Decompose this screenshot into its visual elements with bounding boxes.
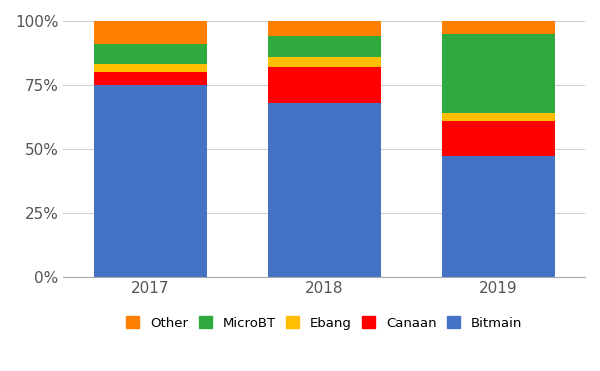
Bar bbox=[442, 34, 554, 113]
Bar bbox=[94, 65, 207, 72]
Bar bbox=[442, 113, 554, 121]
Bar bbox=[268, 57, 380, 67]
Bar bbox=[94, 85, 207, 277]
Bar bbox=[94, 44, 207, 65]
Bar bbox=[94, 72, 207, 85]
Bar bbox=[268, 21, 380, 36]
Legend: Other, MicroBT, Ebang, Canaan, Bitmain: Other, MicroBT, Ebang, Canaan, Bitmain bbox=[126, 316, 522, 330]
Bar bbox=[268, 36, 380, 57]
Bar bbox=[442, 157, 554, 277]
Bar bbox=[442, 21, 554, 34]
Bar bbox=[268, 67, 380, 103]
Bar bbox=[268, 103, 380, 277]
Bar bbox=[94, 21, 207, 44]
Bar bbox=[442, 121, 554, 157]
